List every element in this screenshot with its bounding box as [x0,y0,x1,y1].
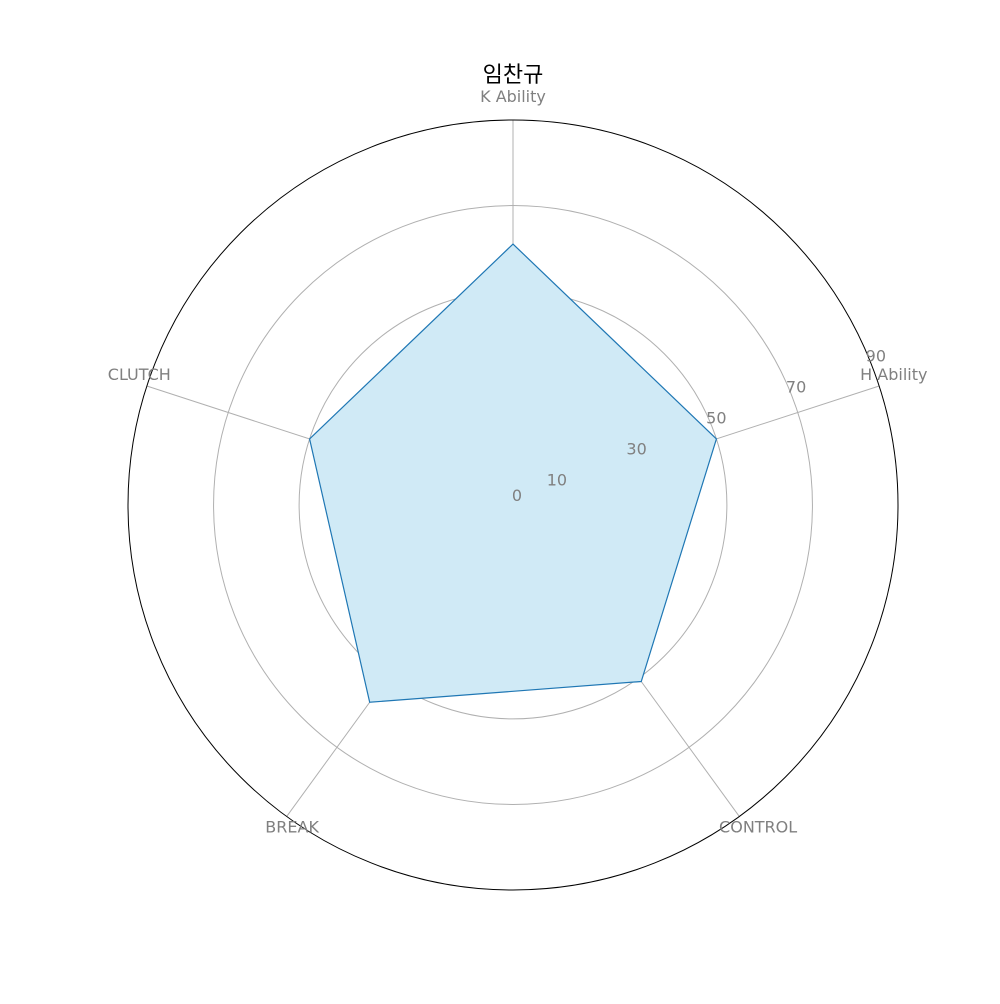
axis-label-h-ability: H Ability [860,365,927,384]
chart-title: 임찬규 [483,63,544,88]
series-area [310,244,717,702]
radial-tick-label: 30 [626,439,646,458]
radial-tick-label: 70 [786,377,806,396]
radial-tick-label: 90 [866,346,886,365]
radial-tick-label: 10 [547,470,567,489]
radial-tick-label: 50 [706,408,726,427]
axis-label-k-ability: K Ability [480,87,546,106]
radial-tick-label: 0 [512,486,522,505]
axis-label-control: CONTROL [719,818,797,837]
axis-label-break: BREAK [265,818,319,837]
axis-label-clutch: CLUTCH [108,365,171,384]
series-layer [309,244,716,702]
